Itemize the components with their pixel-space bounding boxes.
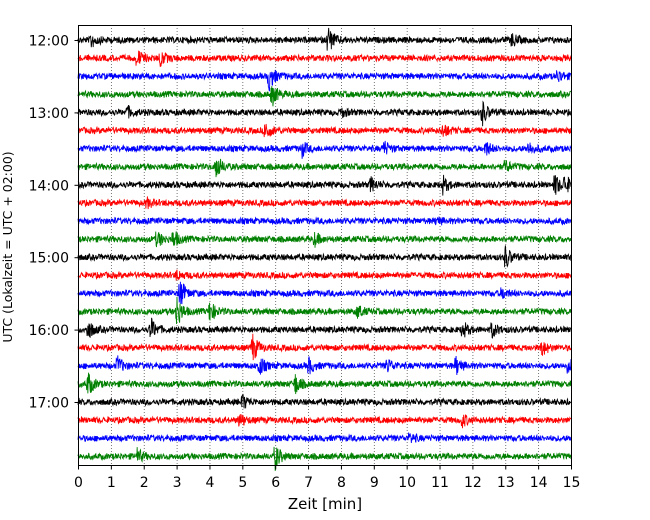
x-tick-label: 0 <box>74 475 83 491</box>
trace-line <box>77 231 572 248</box>
trace-line <box>77 196 572 210</box>
trace-line <box>77 245 572 268</box>
trace-line <box>77 446 572 471</box>
y-axis: 12:00 13:00 14:00 15:00 16:00 17:00 <box>29 34 79 412</box>
x-tick-label: 5 <box>238 475 247 491</box>
trace-line <box>77 158 572 178</box>
trace-line <box>77 333 572 361</box>
x-tick-label: 7 <box>304 475 313 491</box>
trace-line <box>77 50 572 68</box>
trace-line <box>77 281 572 305</box>
y-tick-label: 16:00 <box>29 323 69 339</box>
y-tick-label: 15:00 <box>29 251 69 267</box>
y-tick-label: 12:00 <box>29 34 69 50</box>
trace-line <box>77 355 572 376</box>
seismic-traces <box>77 27 572 471</box>
trace-line <box>77 140 572 159</box>
trace-line <box>77 393 572 409</box>
y-tick-label: 17:00 <box>29 396 69 412</box>
trace-line <box>77 216 572 226</box>
x-tick-label: 3 <box>173 475 182 491</box>
y-axis-label: UTC (Lokalzeit = UTC + 02:00) <box>0 151 15 342</box>
x-tick-label: 8 <box>337 475 346 491</box>
x-tick-label: 9 <box>370 475 379 491</box>
trace-line <box>77 27 572 51</box>
x-tick-label: 10 <box>398 475 416 491</box>
trace-line <box>77 269 572 281</box>
x-tick-label: 14 <box>530 475 548 491</box>
trace-line <box>77 100 572 127</box>
x-tick-label: 15 <box>563 475 581 491</box>
x-axis-label: Zeit [min] <box>288 495 362 513</box>
x-tick-label: 1 <box>107 475 116 491</box>
y-tick-label: 14:00 <box>29 178 69 194</box>
trace-line <box>77 69 572 92</box>
vertical-grid <box>110 25 540 465</box>
x-tick-label: 12 <box>464 475 482 491</box>
trace-line <box>77 123 572 138</box>
trace-line <box>77 317 572 339</box>
x-tick-label: 2 <box>140 475 149 491</box>
trace-line <box>77 86 572 107</box>
trace-line <box>77 414 572 429</box>
x-tick-label: 6 <box>271 475 280 491</box>
trace-line <box>77 432 572 444</box>
x-tick-label: 11 <box>431 475 449 491</box>
trace-line <box>77 372 572 395</box>
trace-line <box>77 296 572 325</box>
x-axis: 0 1 2 3 4 5 6 7 8 9 10 11 12 13 14 15 <box>74 465 581 491</box>
x-tick-label: 4 <box>206 475 215 491</box>
x-tick-label: 13 <box>497 475 515 491</box>
y-tick-label: 13:00 <box>29 106 69 122</box>
trace-line <box>77 174 572 196</box>
plot-frame <box>78 25 572 466</box>
